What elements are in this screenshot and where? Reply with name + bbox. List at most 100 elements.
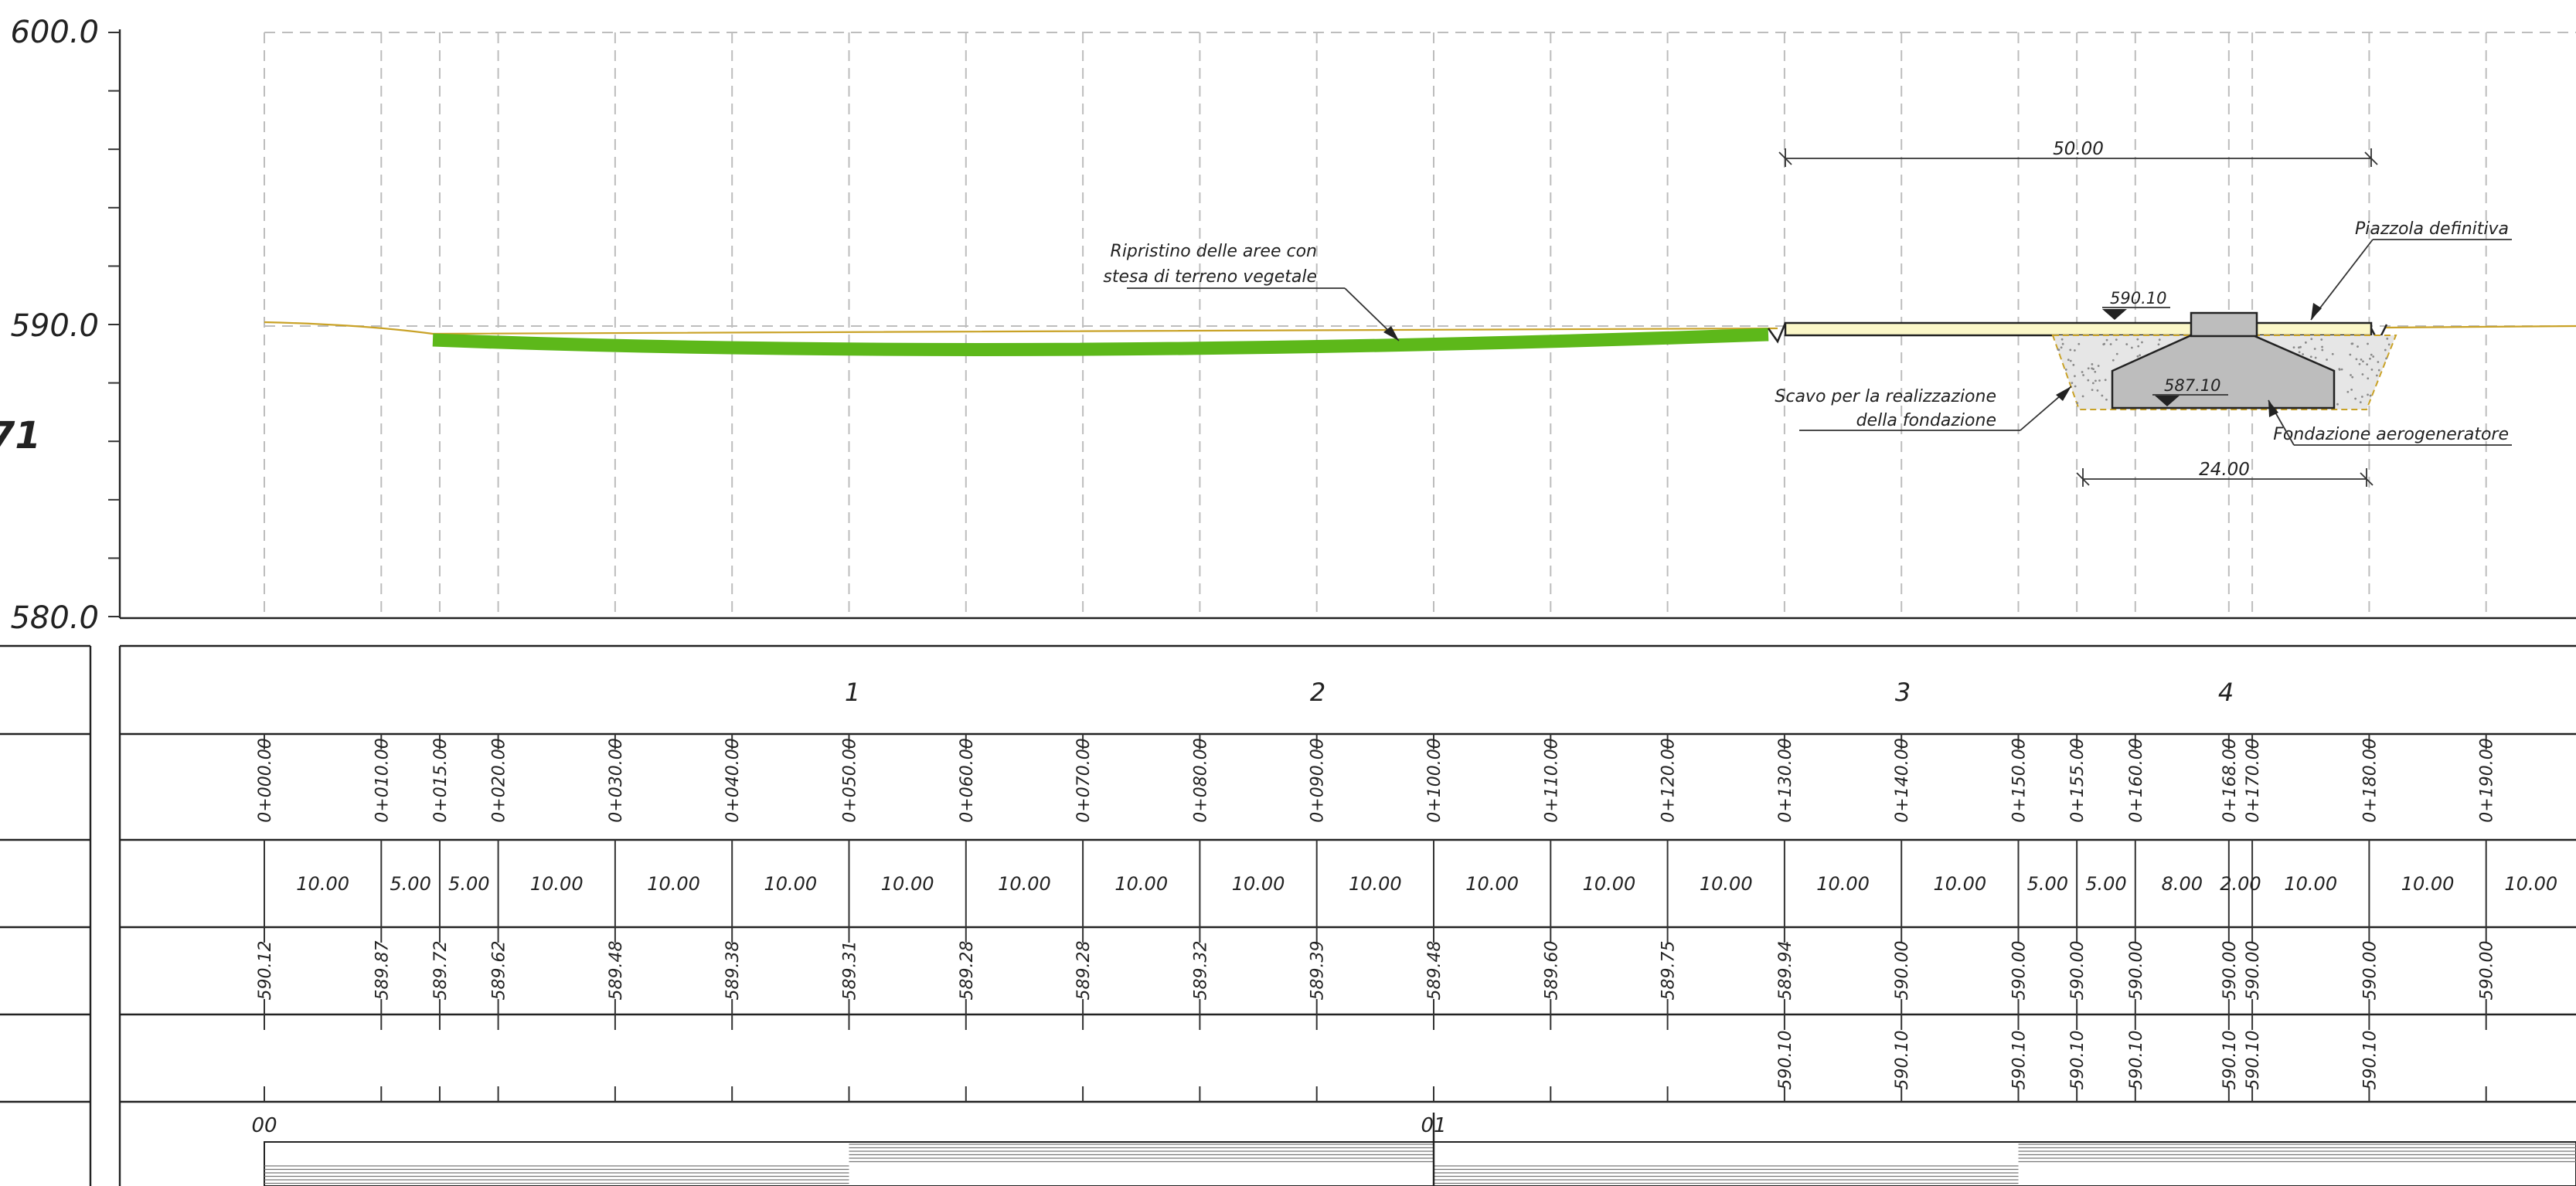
excavation-dot bbox=[2338, 369, 2341, 371]
table-column-ticks bbox=[264, 734, 2487, 1102]
excavation-dot bbox=[2097, 365, 2100, 367]
excavation-dot bbox=[2137, 345, 2140, 348]
terrain-elevation-value: 589.39 bbox=[1308, 941, 1328, 1001]
foundation-dimension: 24.00 bbox=[2076, 460, 2374, 487]
excavation-dot bbox=[2091, 367, 2094, 370]
excavation-dot bbox=[2292, 346, 2295, 349]
progressive-value: 0+010.00 bbox=[373, 738, 392, 822]
terrain-elevation-value: 589.62 bbox=[490, 941, 509, 1001]
terrain-elevation-value: 589.87 bbox=[373, 941, 392, 1001]
terrain-elevation-value: 590.00 bbox=[2360, 941, 2380, 1001]
excavation-dot bbox=[2077, 342, 2081, 345]
excavation-dot bbox=[2351, 342, 2354, 345]
profile-data-table bbox=[0, 644, 2576, 1186]
excavation-dot bbox=[2351, 376, 2354, 379]
progressive-value: 0+190.00 bbox=[2478, 738, 2497, 822]
annotation-platform: Piazzola definitiva bbox=[2310, 219, 2512, 321]
excavation-dot bbox=[2367, 377, 2370, 380]
progressive-value: 0+070.00 bbox=[1074, 738, 1094, 822]
progressive-value: 0+015.00 bbox=[431, 738, 451, 822]
excavation-dot bbox=[2384, 348, 2387, 352]
excavation-dot bbox=[2074, 349, 2076, 352]
excavation-dot bbox=[2321, 348, 2324, 352]
partial-distance-value: 10.00 bbox=[1114, 873, 1168, 895]
excavation-dot bbox=[2087, 367, 2090, 370]
terrain-elevation-value: 590.00 bbox=[2244, 941, 2263, 1001]
platform bbox=[1784, 321, 2373, 337]
excavation-dot bbox=[2101, 394, 2104, 397]
excavation-texture bbox=[2057, 337, 2391, 406]
excavation-dot bbox=[2071, 382, 2074, 384]
excavation-dot bbox=[2302, 353, 2305, 355]
table-cells: 0+000.00 10.00 590.12 0+010.00 5.00 589.87 0+0… bbox=[256, 738, 2557, 1089]
excavation-dot bbox=[2109, 343, 2112, 345]
excavation-dot bbox=[2158, 338, 2161, 342]
excavation-dot bbox=[2309, 355, 2312, 359]
excavation-dot bbox=[2105, 398, 2108, 401]
excavation-dot bbox=[2069, 359, 2072, 362]
excavation-dot bbox=[2067, 359, 2070, 362]
excavation-dot bbox=[2081, 371, 2084, 373]
progressive-value: 0+100.00 bbox=[1425, 738, 1445, 822]
excavation-dot bbox=[2386, 337, 2389, 340]
excavation-dot bbox=[2385, 357, 2387, 360]
terrain-elevation-value: 589.60 bbox=[1542, 941, 1561, 1001]
excavation-dot bbox=[2091, 363, 2094, 365]
elevation-label-590: 590.0 bbox=[10, 308, 99, 344]
partial-distance-value: 10.00 bbox=[881, 873, 934, 895]
progressive-value: 0+168.00 bbox=[2220, 738, 2240, 822]
excavation-dot bbox=[2072, 363, 2075, 366]
excavation-dot bbox=[2331, 352, 2334, 355]
project-elevation-value: 590.10 bbox=[2127, 1031, 2146, 1090]
partial-distance-value: 2.00 bbox=[2220, 873, 2261, 895]
excavation-dot bbox=[2115, 352, 2118, 355]
excavation-dot bbox=[2358, 362, 2361, 365]
excavation-dot bbox=[2349, 353, 2352, 356]
terrain-elevation-value: 589.32 bbox=[1191, 941, 1210, 1001]
excavation-dot bbox=[2136, 338, 2139, 341]
excavation-dot bbox=[2304, 341, 2307, 344]
excavation-dot bbox=[2367, 393, 2369, 396]
elevation-label-600: 600.0 bbox=[10, 15, 99, 50]
excavation-dot bbox=[2098, 379, 2101, 382]
excavation-dot bbox=[2377, 369, 2380, 372]
excavation-dot bbox=[2314, 356, 2317, 359]
excavation-dot bbox=[2298, 351, 2301, 354]
excavation-dot bbox=[2130, 346, 2133, 349]
excavation-dot bbox=[2340, 368, 2343, 371]
progressive-value: 0+120.00 bbox=[1659, 738, 1679, 822]
excavation-dot bbox=[2094, 379, 2097, 382]
partial-distance-value: 10.00 bbox=[1349, 873, 1402, 895]
terrain-elevation-value: 590.12 bbox=[256, 941, 275, 1001]
excavation-dot bbox=[2370, 368, 2374, 371]
excavation-dot bbox=[2366, 363, 2369, 366]
partial-distance-value: 10.00 bbox=[1232, 873, 1285, 895]
annotation-topsoil-line2: stesa di terreno vegetale bbox=[1103, 267, 1317, 287]
section-number-2: 2 bbox=[1310, 678, 1325, 707]
progressive-value: 0+040.00 bbox=[723, 738, 743, 822]
platform-dimension: 50.00 bbox=[1778, 139, 2378, 167]
excavation-dot bbox=[2326, 359, 2328, 361]
annotation-topsoil-line1: Ripristino delle aree con bbox=[1111, 242, 1317, 261]
elevation-ticks bbox=[108, 32, 120, 617]
partial-distance-value: 10.00 bbox=[1583, 873, 1636, 895]
excavation-dot bbox=[2112, 359, 2115, 362]
section-number-1: 1 bbox=[845, 678, 860, 707]
annotation-excavation-line1: Scavo per la realizzazione bbox=[1775, 387, 1996, 406]
level-bottom-value: 587.10 bbox=[2164, 376, 2220, 395]
progressive-value: 0+090.00 bbox=[1308, 738, 1328, 822]
annotation-excavation-line2: della fondazione bbox=[1856, 411, 1996, 430]
partial-distance-value: 10.00 bbox=[998, 873, 1051, 895]
excavation-dot bbox=[2350, 388, 2353, 391]
excavation-dot bbox=[2355, 358, 2358, 361]
partial-distance-value: 10.00 bbox=[764, 873, 817, 895]
project-elevation-value: 590.10 bbox=[2010, 1031, 2030, 1090]
terrain-elevation-value: 589.94 bbox=[1776, 941, 1795, 1001]
excavation-dot bbox=[2091, 382, 2094, 385]
excavation-dot bbox=[2362, 360, 2364, 363]
project-elevation-value: 590.10 bbox=[2244, 1031, 2263, 1090]
elevation-label-580: 580.0 bbox=[10, 600, 99, 636]
progressive-value: 0+180.00 bbox=[2360, 738, 2380, 822]
excavation-dot bbox=[2091, 389, 2094, 392]
excavation-dot bbox=[2346, 390, 2350, 393]
